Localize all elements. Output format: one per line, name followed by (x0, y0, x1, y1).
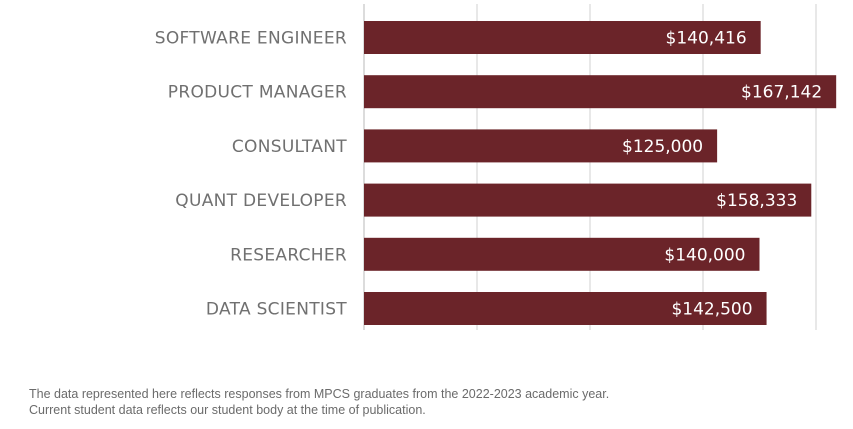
category-label: SOFTWARE ENGINEER (155, 29, 347, 49)
category-label: DATA SCIENTIST (206, 300, 347, 320)
value-label: $140,416 (666, 29, 747, 49)
category-label: QUANT DEVELOPER (175, 191, 347, 211)
bars (364, 21, 837, 325)
category-label: PRODUCT MANAGER (168, 83, 347, 103)
bar (364, 75, 837, 109)
category-label: CONSULTANT (232, 137, 347, 157)
bar (364, 237, 760, 271)
value-label: $125,000 (622, 137, 703, 157)
bar (364, 292, 767, 325)
bar (364, 129, 718, 163)
footnote-line-1: The data represented here reflects respo… (29, 387, 610, 401)
category-labels: SOFTWARE ENGINEER PRODUCT MANAGER CONSULTA… (155, 29, 347, 320)
value-label: $158,333 (716, 191, 797, 211)
footnote: The data represented here reflects respo… (29, 386, 609, 418)
value-label: $140,000 (664, 245, 745, 265)
value-labels: $140,416 $167,142 $125,000 $158,333 $140,000… (622, 29, 822, 320)
value-label: $142,500 (671, 300, 752, 320)
salary-bar-chart: SOFTWARE ENGINEER PRODUCT MANAGER CONSULTA… (155, 4, 837, 330)
category-label: RESEARCHER (230, 245, 347, 265)
value-label: $167,142 (741, 83, 822, 103)
bar (364, 183, 812, 217)
bar (364, 21, 761, 54)
footnote-line-2: Current student data reflects our studen… (29, 403, 426, 417)
gridlines (363, 4, 817, 330)
